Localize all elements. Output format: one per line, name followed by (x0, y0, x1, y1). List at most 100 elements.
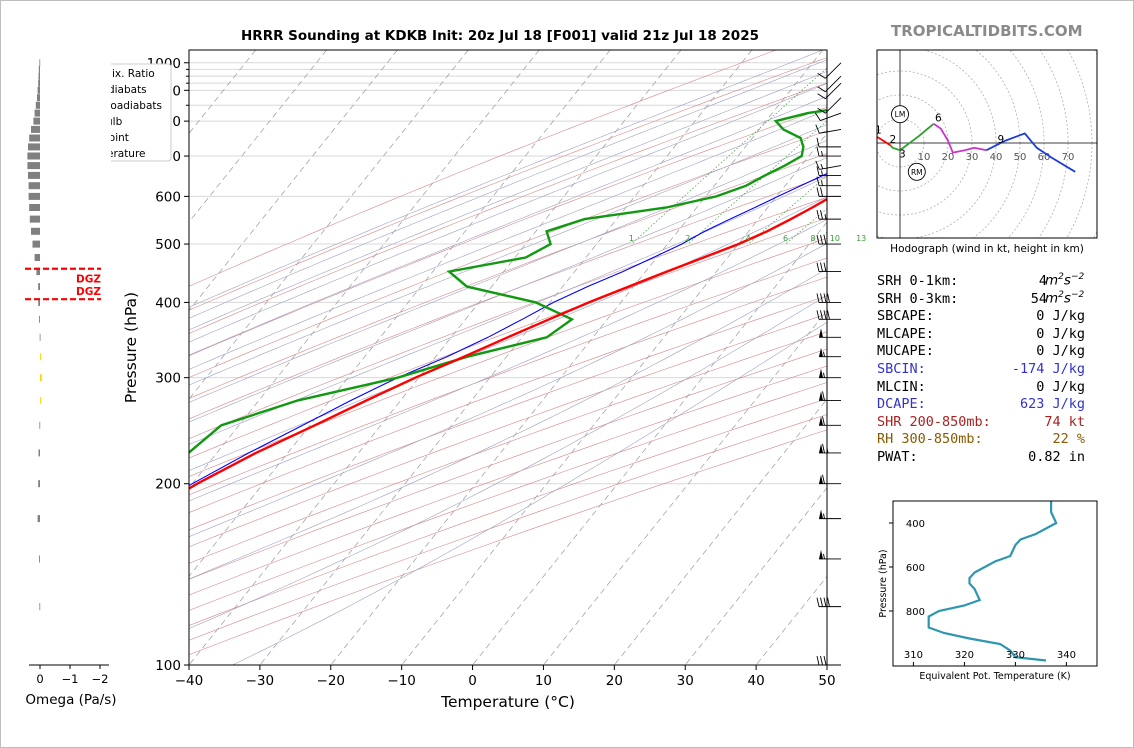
legend-label: Temperature (111, 148, 146, 160)
dry-adiabat-line (189, 257, 827, 496)
omega-bar (29, 134, 40, 142)
legend-label: Dry Adiabats (111, 84, 147, 96)
wind-barb-full (816, 293, 820, 303)
index-label: SBCIN: (877, 360, 926, 377)
omega-bar (28, 192, 40, 200)
wind-barb (819, 443, 841, 454)
isotherm-line (330, 50, 824, 665)
wind-barb-full (816, 137, 820, 147)
index-label: SBCAPE: (877, 308, 934, 325)
mixing-ratio-label: 4 (746, 234, 751, 243)
wind-barb-full (823, 310, 827, 320)
omega-bar (35, 101, 40, 109)
wind-barb-half (823, 372, 825, 378)
wind-barb-full (820, 262, 823, 272)
hodo-height-label: 9 (997, 134, 1004, 146)
wind-barb-full (817, 93, 826, 100)
isotherm-line (189, 50, 469, 400)
wind-barb-full (827, 310, 830, 320)
wind-barb (816, 597, 841, 608)
theta-e-y-tick-label: 600 (906, 563, 925, 574)
skew-t-chart: 124681013162024303679F61F100200300400500… (111, 49, 866, 711)
omega-bar (38, 65, 40, 73)
hodo-frame (876, 49, 1098, 239)
pseudoadiabat-line (232, 321, 827, 665)
wind-barb-full (820, 234, 823, 245)
index-label: MLCIN: (877, 378, 926, 395)
wind-barb-flag (819, 549, 823, 559)
theta-e-y-tick-label: 800 (906, 607, 925, 618)
omega-bar (34, 109, 40, 117)
omega-bar (31, 227, 40, 235)
x-tick-label: 40 (748, 673, 765, 689)
dgz-label: DGZ (76, 274, 101, 286)
wind-barb (819, 474, 841, 485)
index-row: DCAPE: 623 J/kg (877, 396, 1109, 414)
pseudoadiabat-line (189, 294, 827, 629)
omega-bar (36, 268, 40, 276)
wind-barb (816, 234, 841, 245)
omega-bar (29, 215, 40, 223)
index-row: SHR 200-850mb: 74 kt (877, 414, 1109, 432)
y-tick-label: 500 (155, 237, 181, 253)
indices-panel: SRH 0-1km: 4 m2s−2 SRH 0-3km: 54 m2s−2 SBCAPE:… (877, 272, 1109, 467)
omega-bar (39, 59, 41, 67)
index-label: SRH 0-3km: (877, 290, 959, 307)
wind-barb-full (816, 176, 820, 186)
dry-adiabat-line (189, 313, 827, 548)
hodograph-chart: 10 20 30 40 50 60 70 123 6 9 LM RM Hodograph (wind i… (876, 49, 1098, 255)
hodo-ring-label: 60 (1038, 152, 1051, 163)
y-tick-label: 600 (155, 189, 181, 205)
isotherm-line (259, 50, 753, 665)
theta-e-line (927, 501, 1058, 662)
wind-barb-flag (819, 416, 823, 426)
mixing-ratio-line (747, 175, 827, 245)
pseudoadiabat-line (189, 139, 827, 403)
wind-barb-flag (819, 443, 823, 453)
wind-barb-full (816, 597, 820, 607)
hodo-caption: Hodograph (wind in kt, height in km) (890, 243, 1084, 255)
index-row: MUCAPE: 0 J/kg (877, 343, 1109, 361)
pseudoadiabat-line (189, 95, 827, 356)
omega-bar (28, 143, 40, 151)
index-value: 0 J/kg (1036, 308, 1085, 325)
omega-bar (40, 396, 41, 404)
isotherm-line (189, 50, 611, 577)
y-tick-label: 100 (155, 658, 181, 674)
dry-adiabat-line (189, 295, 827, 531)
wind-barb (819, 416, 841, 426)
wind-barb-full (823, 262, 827, 272)
wind-barb-flag (819, 509, 823, 519)
omega-bar (34, 254, 40, 261)
index-value: 0.82 in (1028, 448, 1085, 465)
hodo-ring-label: 10 (918, 152, 931, 163)
isotherm-line (189, 50, 540, 489)
pseudoadiabat-line (189, 109, 827, 370)
wind-barb (816, 293, 841, 303)
dry-adiabat-line (189, 82, 827, 334)
wind-barb (816, 655, 841, 666)
mixing-ratio-label: 1 (629, 234, 634, 243)
x-tick-label: 50 (818, 673, 835, 689)
pseudoadiabat-line (189, 157, 827, 423)
wind-barb-half (821, 170, 823, 176)
pseudoadiabat-line (189, 124, 827, 386)
wind-barb-full (817, 72, 826, 79)
index-value: 54 (1030, 290, 1047, 307)
index-row: SRH 0-1km: 4 m2s−2 (877, 272, 1109, 291)
index-label: SHR 200-850mb: (877, 413, 991, 430)
skew-t-frame (188, 49, 828, 666)
wind-barb-full (820, 293, 823, 303)
x-tick-label: −30 (246, 673, 275, 689)
index-label: MLCAPE: (877, 325, 934, 342)
index-value: 4 (1038, 273, 1047, 289)
wind-barb-full (820, 210, 823, 220)
wind-barb (819, 347, 841, 358)
omega-bar (38, 72, 40, 80)
index-label: SRH 0-1km: (877, 273, 959, 289)
wind-barb-full (816, 210, 820, 220)
hodo-segment (985, 132, 1076, 173)
dry-adiabat-line (189, 382, 827, 611)
legend-label: Sat. Mix. Ratio (111, 68, 155, 80)
wind-barb-flag (819, 368, 823, 378)
